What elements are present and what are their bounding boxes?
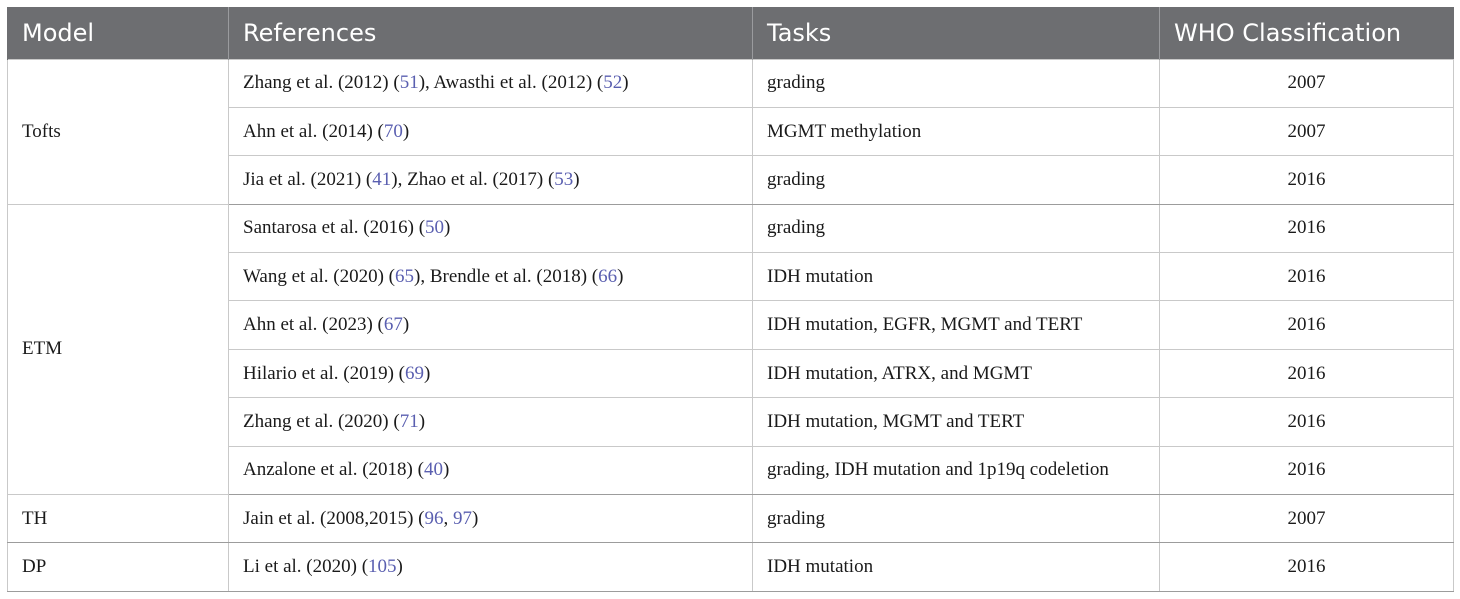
reference-text: Awasthi et al. (2012) ( xyxy=(433,72,604,94)
references-cell: Zhang et al. (2020) (71) xyxy=(228,397,753,447)
who-classification-cell: 2016 xyxy=(1159,155,1454,205)
reference-text: Ahn et al. (2023) ( xyxy=(243,314,384,336)
reference-link[interactable]: 71 xyxy=(399,410,419,432)
reference-link[interactable]: 69 xyxy=(404,362,424,384)
references-cell: Ahn et al. (2014) (70) xyxy=(228,106,753,157)
tasks-cell: grading xyxy=(752,203,1160,254)
tasks-cell: IDH mutation, ATRX, and MGMT xyxy=(752,348,1160,399)
reference-text: Li et al. (2020) ( xyxy=(243,556,369,578)
references-cell: Li et al. (2020) (105) xyxy=(228,542,753,592)
header-who-classification: WHO Classification xyxy=(1159,7,1454,59)
who-classification-cell: 2016 xyxy=(1159,348,1454,399)
reference-text: Anzalone et al. (2018) ( xyxy=(243,459,424,481)
tasks-cell: grading xyxy=(752,155,1160,205)
reference-text: ) xyxy=(472,507,479,529)
reference-link[interactable]: 105 xyxy=(368,556,397,578)
reference-link[interactable]: 50 xyxy=(425,217,445,239)
reference-text: Brendle et al. (2018) ( xyxy=(429,265,599,287)
header-references: References xyxy=(228,7,753,59)
who-classification-cell: 2016 xyxy=(1159,542,1454,592)
reference-link[interactable]: 65 xyxy=(395,265,414,287)
tasks-cell: IDH mutation, EGFR, MGMT and TERT xyxy=(752,300,1160,350)
reference-text: Hilario et al. (2019) ( xyxy=(243,362,405,384)
tasks-cell: grading xyxy=(752,494,1160,544)
table-row: Ahn et al. (2014) (70) MGMT methylation 20… xyxy=(8,106,1454,157)
reference-text: ) xyxy=(423,362,431,384)
table-row: Jia et al. (2021) (41), Zhao et al. (201… xyxy=(8,155,1454,205)
reference-text: ) xyxy=(418,410,426,432)
reference-text: ) xyxy=(402,314,410,336)
who-classification-cell: 2016 xyxy=(1159,300,1454,350)
reference-link[interactable]: 53 xyxy=(554,168,574,190)
reference-text: Santarosa et al. (2016) ( xyxy=(243,217,426,239)
reference-link[interactable]: 51 xyxy=(399,72,419,94)
reference-text: Jain et al. (2008,2015) ( xyxy=(243,507,425,529)
tasks-cell: MGMT methylation xyxy=(752,106,1160,157)
reference-text: Wang et al. (2020) ( xyxy=(243,265,395,287)
reference-text: ), xyxy=(391,168,408,190)
table-row: Tofts Zhang et al. (2012) (51), Awasthi e… xyxy=(7,58,1454,205)
table-row: DP Li et al. (2020) (105) IDH mutation 2016 xyxy=(7,542,1454,592)
reference-text: , xyxy=(443,507,454,529)
reference-link[interactable]: 67 xyxy=(383,314,403,336)
reference-text: Zhang et al. (2012) ( xyxy=(243,72,400,94)
reference-text: ) xyxy=(617,265,624,287)
tasks-cell: grading xyxy=(752,58,1160,108)
references-cell: Jain et al. (2008,2015) (96, 97) xyxy=(228,494,753,544)
models-table: Model References Tasks WHO Classificatio… xyxy=(7,7,1454,592)
who-classification-cell: 2016 xyxy=(1159,252,1454,302)
who-classification-cell: 2007 xyxy=(1159,106,1454,157)
reference-text: Jia et al. (2021) ( xyxy=(243,168,373,190)
reference-text: ) xyxy=(444,217,451,239)
who-classification-cell: 2016 xyxy=(1159,203,1454,254)
table-row: Wang et al. (2020) (65), Brendle et al. … xyxy=(8,252,1454,302)
reference-text: ) xyxy=(442,459,450,481)
model-cell: TH xyxy=(7,494,229,544)
reference-link[interactable]: 52 xyxy=(603,72,623,94)
who-classification-cell: 2016 xyxy=(1159,397,1454,447)
reference-text: ) xyxy=(622,72,629,94)
who-classification-cell: 2016 xyxy=(1159,445,1454,496)
header-tasks: Tasks xyxy=(752,7,1160,59)
reference-link[interactable]: 96 xyxy=(424,507,444,529)
header-row: Model References Tasks WHO Classificatio… xyxy=(7,7,1454,59)
tasks-cell: IDH mutation, MGMT and TERT xyxy=(752,397,1160,447)
tasks-cell: grading, IDH mutation and 1p19q codeleti… xyxy=(752,445,1160,496)
table-row: Ahn et al. (2023) (67) IDH mutation, EGFR… xyxy=(8,300,1454,350)
reference-text: ) xyxy=(396,556,403,578)
references-cell: Santarosa et al. (2016) (50) xyxy=(228,203,753,254)
references-cell: Hilario et al. (2019) (69) xyxy=(228,348,753,399)
table-row: Hilario et al. (2019) (69) IDH mutation, … xyxy=(8,348,1454,399)
reference-text: Zhang et al. (2020) ( xyxy=(243,410,400,432)
references-cell: Zhang et al. (2012) (51), Awasthi et al.… xyxy=(228,58,753,108)
reference-text: ) xyxy=(402,120,410,142)
model-cell: DP xyxy=(7,542,229,592)
references-cell: Wang et al. (2020) (65), Brendle et al. … xyxy=(228,252,753,302)
header-model: Model xyxy=(7,7,229,59)
references-cell: Jia et al. (2021) (41), Zhao et al. (201… xyxy=(228,155,753,205)
reference-text: Zhao et al. (2017) ( xyxy=(407,168,555,190)
reference-link[interactable]: 40 xyxy=(423,459,443,481)
table-body: Tofts Zhang et al. (2012) (51), Awasthi e… xyxy=(7,58,1454,592)
reference-link[interactable]: 97 xyxy=(453,507,473,529)
reference-link[interactable]: 70 xyxy=(383,120,403,142)
reference-link[interactable]: 41 xyxy=(372,168,392,190)
table-row: TH Jain et al. (2008,2015) (96, 97) gradin… xyxy=(7,494,1454,544)
reference-link[interactable]: 66 xyxy=(598,265,618,287)
table-row: Zhang et al. (2020) (71) IDH mutation, MG… xyxy=(8,397,1454,447)
reference-text: ) xyxy=(573,168,580,190)
reference-text: ), xyxy=(418,72,434,94)
tasks-cell: IDH mutation xyxy=(752,252,1160,302)
table-row: ETM Santarosa et al. (2016) (50) grading 20… xyxy=(7,203,1454,496)
reference-text: Ahn et al. (2014) ( xyxy=(243,120,384,142)
references-cell: Anzalone et al. (2018) (40) xyxy=(228,445,753,496)
references-cell: Ahn et al. (2023) (67) xyxy=(228,300,753,350)
who-classification-cell: 2007 xyxy=(1159,58,1454,108)
tasks-cell: IDH mutation xyxy=(752,542,1160,592)
who-classification-cell: 2007 xyxy=(1159,494,1454,544)
model-cell: ETM xyxy=(7,203,229,496)
reference-text: ), xyxy=(414,265,430,287)
model-cell: Tofts xyxy=(7,58,229,205)
